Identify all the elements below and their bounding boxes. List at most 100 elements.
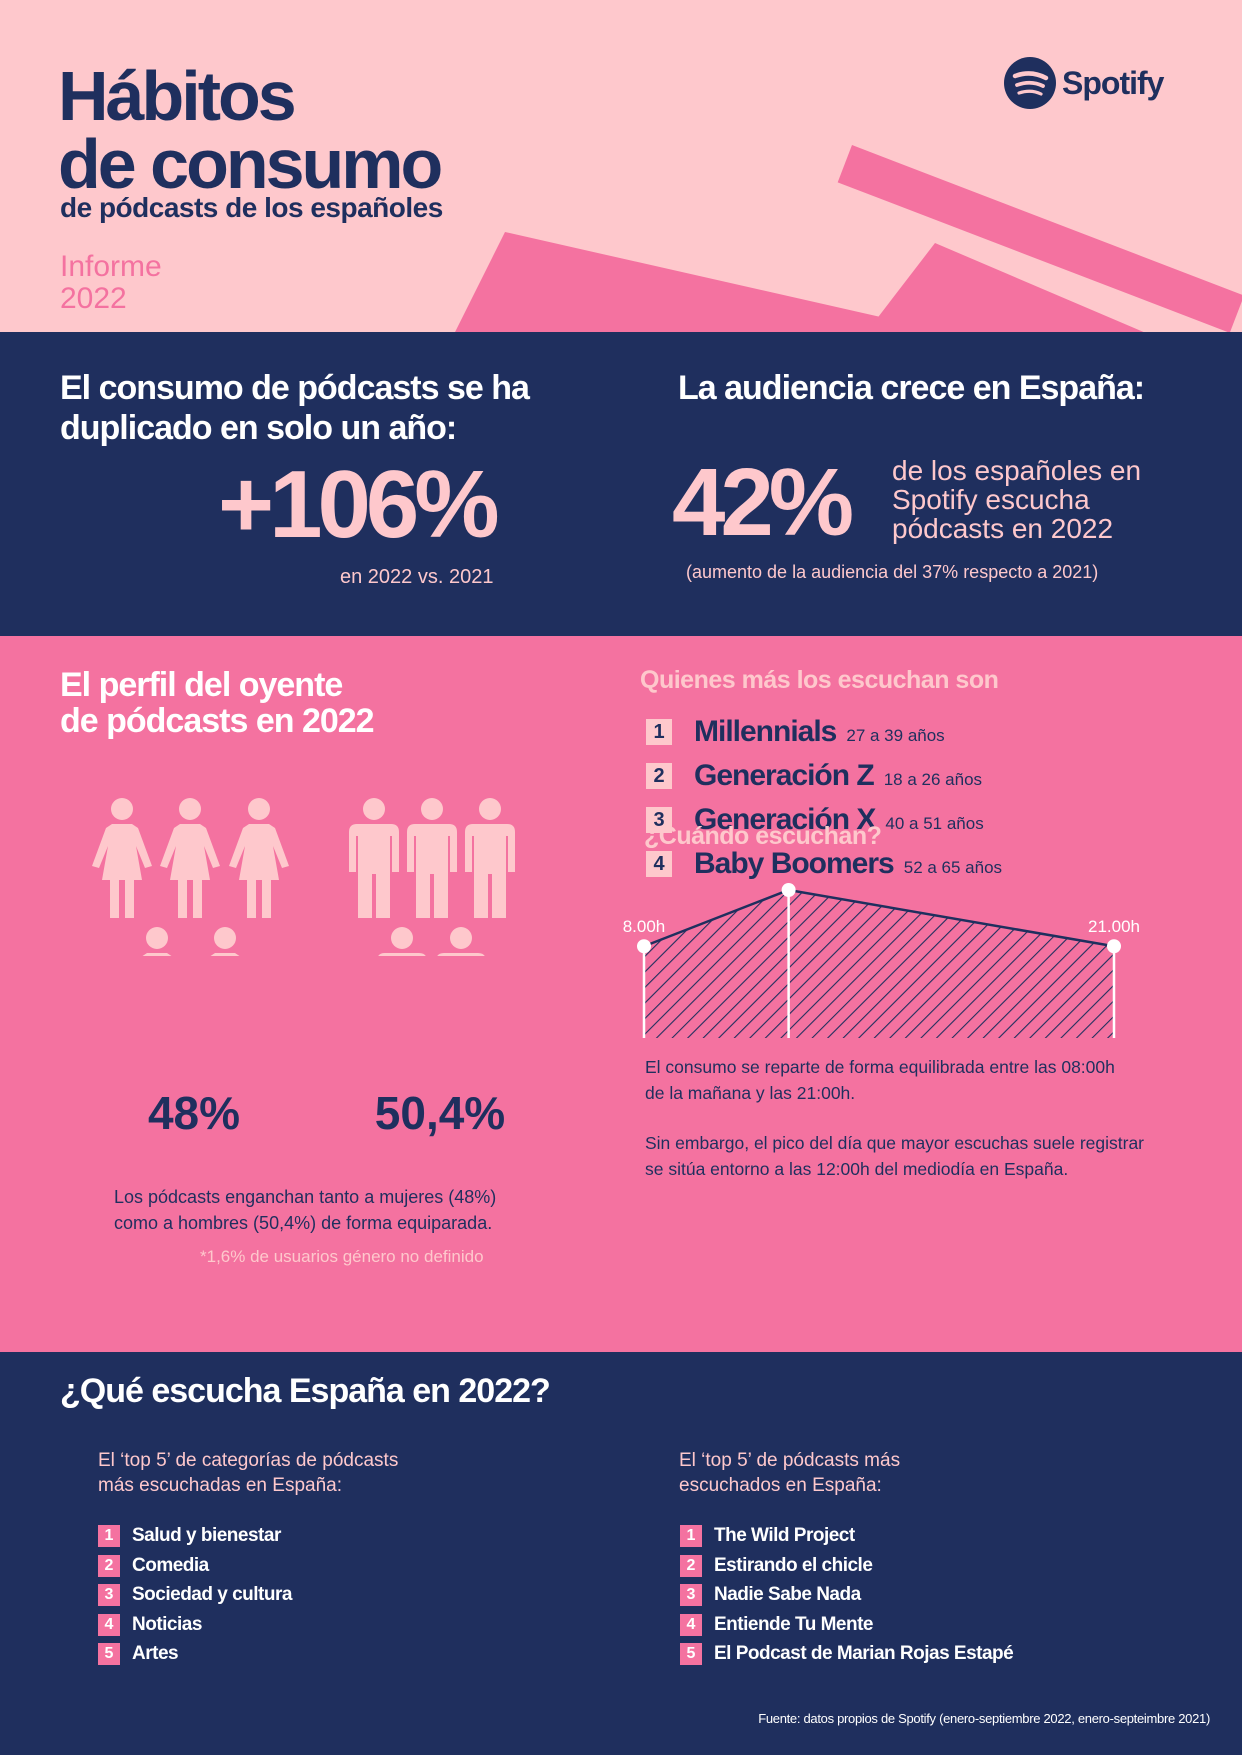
what-section: ¿Qué escucha España en 2022? El ‘top 5’ … — [0, 1352, 1242, 1755]
report-year: 2022 — [60, 282, 127, 315]
header: Hábitos de consumo de pódcasts de los es… — [0, 0, 1242, 332]
gender-figures — [92, 798, 515, 956]
page-title-line2: de consumo — [58, 125, 443, 203]
rank-badge: 2 — [680, 1554, 702, 1577]
top5-label: Comedia — [132, 1554, 209, 1576]
top5-label: The Wild Project — [714, 1525, 855, 1546]
woman-icon — [229, 798, 289, 918]
gender-description-line2: como a hombres (50,4%) de forma equipara… — [114, 1213, 493, 1233]
female-percentage: 48% — [147, 1087, 241, 1139]
top5-item: 3 Sociedad y cultura — [98, 1584, 292, 1606]
growth-heading-line2: duplicado en solo un año: — [60, 409, 457, 447]
chart-point-label: 21.00h — [1088, 917, 1140, 936]
audience-desc-line2: Spotify escucha — [892, 484, 1090, 515]
rank-badge: 4 — [680, 1613, 702, 1636]
podcasts-heading: El ‘top 5’ de pódcasts más escuchados en… — [679, 1448, 900, 1498]
when-text2-line2: se sitúa entorno a las 12:00h del mediod… — [645, 1159, 1069, 1179]
top5-item: 4 Noticias — [98, 1613, 202, 1636]
rank-badge: 1 — [680, 1525, 702, 1547]
rank-badge: 4 — [646, 851, 672, 877]
top5-label: Nadie Sabe Nada — [714, 1584, 861, 1605]
spotify-logo-icon — [1004, 57, 1056, 109]
top5-label: Estirando el chicle — [714, 1554, 873, 1576]
growth-caption: en 2022 vs. 2021 — [340, 566, 494, 588]
top5-label: El Podcast de Marian Rojas Estapé — [714, 1643, 1014, 1664]
chart-point-label: 12.00h — [763, 876, 815, 880]
generation-age: 52 a 65 años — [903, 858, 1003, 877]
generation-item: 2 Generación Z 18 a 26 años — [646, 759, 982, 793]
audience-note: (aumento de la audiencia del 37% respect… — [686, 562, 1099, 582]
growth-heading-line1: El consumo de pódcasts se ha — [60, 369, 530, 407]
decor-shape-left — [451, 232, 928, 332]
categories-heading-line2: más escuchadas en España: — [98, 1475, 342, 1496]
audience-value: 42% — [672, 449, 854, 556]
woman-icon — [195, 927, 255, 956]
generation-name: Generación X — [694, 803, 876, 836]
profile-heading-line1: El perfil del oyente — [60, 666, 343, 704]
report-label: Informe — [60, 250, 162, 283]
top5-item: 5 Artes — [98, 1643, 179, 1665]
growth-value: +106% — [218, 451, 500, 558]
page-subtitle: de pódcasts de los españoles — [60, 192, 443, 223]
woman-icon — [92, 798, 152, 918]
rank-badge: 2 — [646, 763, 672, 789]
listening-time-chart: 8.00h 12.00h 21.00h — [623, 876, 1140, 1038]
chart-area — [644, 890, 1114, 1038]
profile-heading-line2: de pódcasts en 2022 — [60, 702, 375, 740]
woman-icon — [160, 798, 220, 918]
man-icon — [436, 927, 486, 956]
what-heading: ¿Qué escucha España en 2022? — [60, 1372, 551, 1410]
rank-badge: 3 — [646, 807, 672, 833]
generation-age: 27 a 39 años — [846, 726, 945, 745]
chart-point-label: 8.00h — [623, 917, 666, 936]
man-icon — [407, 798, 457, 918]
when-heading: ¿Cuándo escuchan? — [644, 822, 882, 850]
top5-label: Noticias — [132, 1613, 202, 1635]
chart-point — [637, 939, 651, 954]
top5-item: 2 Comedia — [98, 1554, 209, 1577]
chart-point — [781, 883, 796, 897]
rank-badge: 1 — [646, 719, 672, 745]
top5-item: 1 The Wild Project — [680, 1525, 855, 1547]
man-icon — [465, 798, 515, 918]
male-percentage: 50,4% — [374, 1087, 506, 1139]
when-text2-line1: Sin embargo, el pico del día que mayor e… — [645, 1133, 1145, 1153]
audience-heading: La audiencia crece en España: — [678, 369, 1145, 407]
podcasts-heading-line2: escuchados en España: — [679, 1475, 882, 1496]
audience-desc-line1: de los españoles en — [892, 455, 1142, 486]
top5-item: 2 Estirando el chicle — [680, 1554, 873, 1577]
top5-label: Sociedad y cultura — [132, 1584, 292, 1605]
rank-badge: 1 — [98, 1525, 120, 1547]
spotify-logo: Spotify — [1004, 57, 1164, 109]
man-icon — [377, 927, 427, 956]
top5-item: 3 Nadie Sabe Nada — [680, 1584, 861, 1606]
generations-heading: Quienes más los escuchan son — [640, 666, 999, 694]
when-text2: Sin embargo, el pico del día que mayor e… — [645, 1130, 1144, 1182]
audience-desc: de los españoles en Spotify escucha pódc… — [892, 456, 1141, 543]
when-text1-line2: de la mañana y las 21:00h. — [645, 1083, 856, 1103]
rank-badge: 2 — [98, 1554, 120, 1577]
gender-footnote: *1,6% de usuarios género no definido — [200, 1247, 484, 1266]
when-text1: El consumo se reparte de forma equilibra… — [645, 1054, 1115, 1106]
generation-name: Generación Z — [694, 759, 875, 792]
audience-desc-line3: pódcasts en 2022 — [892, 513, 1114, 544]
generation-age: 18 a 26 años — [883, 770, 983, 789]
page-title-line1: Hábitos — [58, 57, 297, 135]
top5-label: Entiende Tu Mente — [714, 1613, 873, 1635]
generation-name: Millennials — [694, 715, 837, 748]
top5-label: Salud y bienestar — [132, 1525, 281, 1546]
rank-badge: 3 — [98, 1584, 120, 1606]
stats-section: El consumo de pódcasts se ha duplicado e… — [0, 332, 1242, 636]
generation-age: 40 a 51 años — [885, 814, 984, 833]
source-note: Fuente: datos propios de Spotify (enero-… — [758, 1711, 1210, 1726]
rank-badge: 4 — [98, 1613, 120, 1636]
rank-badge: 3 — [680, 1584, 702, 1606]
gender-description: Los pódcasts enganchan tanto a mujeres (… — [114, 1184, 496, 1236]
when-text1-line1: El consumo se reparte de forma equilibra… — [645, 1057, 1115, 1077]
categories-heading: El ‘top 5’ de categorías de pódcasts más… — [98, 1448, 398, 1498]
profile-section: El perfil del oyente de pódcasts en 2022 — [0, 636, 1242, 1352]
man-icon — [349, 798, 399, 918]
top5-item: 5 El Podcast de Marian Rojas Estapé — [680, 1643, 1014, 1665]
woman-icon — [127, 927, 187, 956]
